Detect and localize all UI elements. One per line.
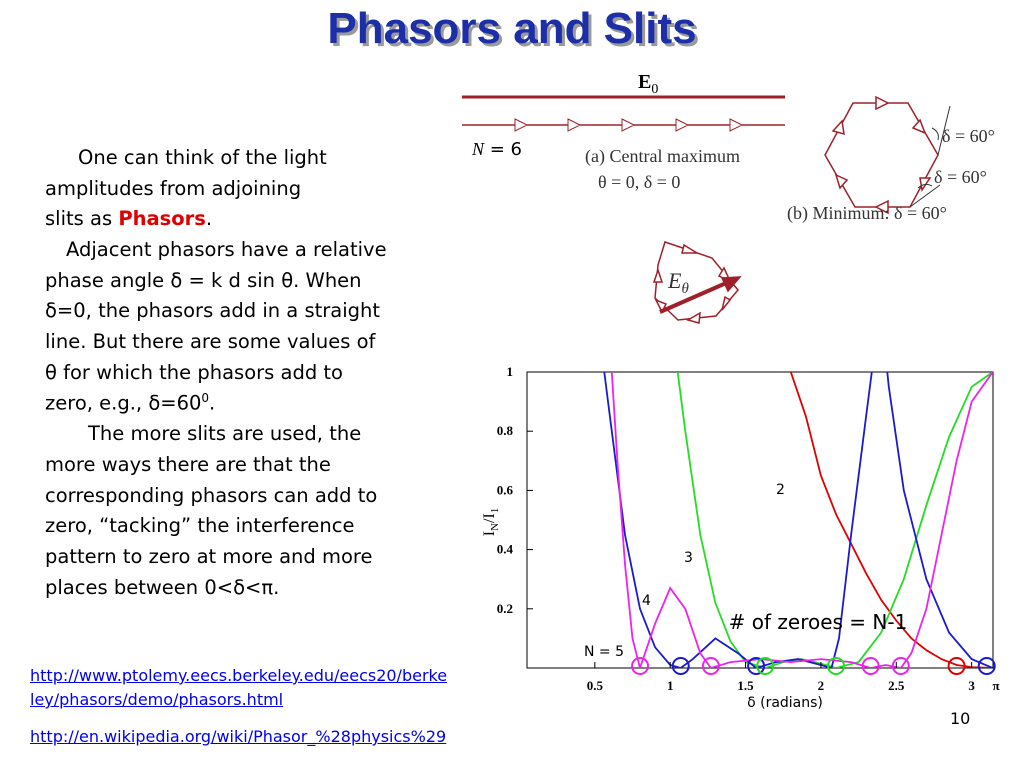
- text: phase angle δ = k d sin θ. When: [45, 269, 362, 292]
- text: more ways there are that the: [45, 453, 331, 476]
- text: Adjacent phasors have a relative: [66, 238, 387, 261]
- zero-marker: [826, 657, 845, 675]
- zero-marker: [891, 657, 910, 675]
- diagram-b: [824, 95, 951, 215]
- series-line: [603, 372, 993, 668]
- y-tick-label: 1: [507, 364, 514, 379]
- text-line: One can think of the light: [78, 146, 327, 169]
- caption: (b) Minimum: δ = 60°: [787, 203, 947, 224]
- text: places between 0<δ<π.: [45, 576, 280, 599]
- text-line: Adjacent phasors have a relative: [66, 238, 387, 261]
- text-line: zero, “tacking” the interference: [45, 514, 354, 537]
- text: δ=0, the phasors add in a straight: [45, 299, 381, 322]
- y-tick-label: 0.2: [497, 601, 513, 616]
- text: zero, “tacking” the interference: [45, 514, 355, 537]
- text-line: more ways there are that the: [45, 453, 331, 476]
- caption: θ = 0, δ = 0: [598, 172, 680, 192]
- diagram-a: [462, 95, 785, 132]
- text-line: The more slits are used, the: [88, 422, 361, 445]
- zero-marker: [947, 657, 966, 675]
- label: E0: [638, 71, 658, 97]
- slide-title: Phasors and Slits: [327, 4, 697, 53]
- arrowheads: [514, 118, 744, 132]
- zero-marker: [671, 657, 690, 675]
- plot-frame: [526, 371, 994, 669]
- text: corresponding phasors can add to: [45, 484, 378, 507]
- text: amplitudes from adjoining: [45, 177, 302, 200]
- caption: (a) Central maximum: [585, 146, 740, 167]
- page-number: 10: [950, 709, 970, 728]
- x-axis-label: δ (radians): [747, 695, 823, 711]
- x-tick-label: π: [992, 678, 999, 693]
- x-tick-label: 2: [818, 678, 825, 693]
- series-label: 4: [642, 593, 651, 609]
- label: N = 6: [471, 139, 522, 160]
- text: zero, e.g., δ=60: [45, 391, 202, 415]
- zero-marker: [977, 657, 996, 675]
- text-line: line. But there are some values of: [45, 330, 375, 353]
- diagram-c: [652, 241, 742, 324]
- y-tick-label: 0.4: [497, 542, 514, 557]
- zero-marker: [747, 657, 766, 675]
- text: The more slits are used, the: [88, 422, 362, 445]
- text: .: [205, 207, 213, 230]
- zero-marker: [756, 657, 775, 675]
- series-line: [789, 372, 993, 668]
- text-line: θ for which the phasors add to: [45, 361, 343, 384]
- text-line: slits as Phasors.: [45, 207, 212, 230]
- y-tick-label: 0.6: [497, 482, 514, 497]
- text-line: places between 0<δ<π.: [45, 576, 279, 599]
- superscript: 0: [201, 391, 210, 405]
- text-line: amplitudes from adjoining: [45, 177, 301, 200]
- text: pattern to zero at more and more: [45, 545, 373, 568]
- series-line: [610, 372, 993, 668]
- plot-area: [603, 372, 993, 668]
- x-tick-label: 1: [667, 678, 674, 693]
- angle-label: δ = 60°: [942, 126, 995, 146]
- text: One can think of the light: [78, 146, 327, 169]
- text-line: pattern to zero at more and more: [45, 545, 372, 568]
- zero-marker: [701, 657, 720, 675]
- text-line: corresponding phasors can add to: [45, 484, 377, 507]
- link[interactable]: http://www.ptolemy.eecs.berkeley.edu/eec…: [30, 666, 448, 685]
- text-line: δ=0, the phasors add in a straight: [45, 299, 380, 322]
- x-tick-label: 3: [968, 678, 975, 693]
- highlight: Phasors: [118, 207, 206, 230]
- angle-label: δ = 60°: [934, 167, 987, 187]
- link[interactable]: http://en.wikipedia.org/wiki/Phasor_%28p…: [30, 727, 447, 746]
- series-label: N = 5: [584, 644, 624, 660]
- text: line. But there are some values of: [45, 330, 376, 353]
- zero-marker: [631, 657, 650, 675]
- series-label: 3: [684, 550, 693, 566]
- text-line: zero, e.g., δ=600.: [45, 391, 215, 415]
- series-line: [676, 372, 993, 668]
- text: θ for which the phasors add to: [45, 361, 343, 384]
- y-tick-label: 0.8: [497, 423, 514, 438]
- label: Eθ: [667, 268, 689, 297]
- link[interactable]: ley/phasors/demo/phasors.html: [30, 690, 284, 709]
- series-label: 2: [776, 482, 785, 498]
- text-line: phase angle δ = k d sin θ. When: [45, 269, 362, 292]
- x-tick-label: 1.5: [737, 678, 754, 693]
- annotation: # of zeroes = N-1: [729, 610, 908, 634]
- x-tick-label: 0.5: [587, 678, 604, 693]
- text: .: [209, 391, 216, 415]
- zero-marker: [861, 657, 880, 675]
- text: slits as: [45, 207, 119, 230]
- y-axis-label: IN/I1: [481, 508, 501, 537]
- x-tick-label: 2.5: [888, 678, 905, 693]
